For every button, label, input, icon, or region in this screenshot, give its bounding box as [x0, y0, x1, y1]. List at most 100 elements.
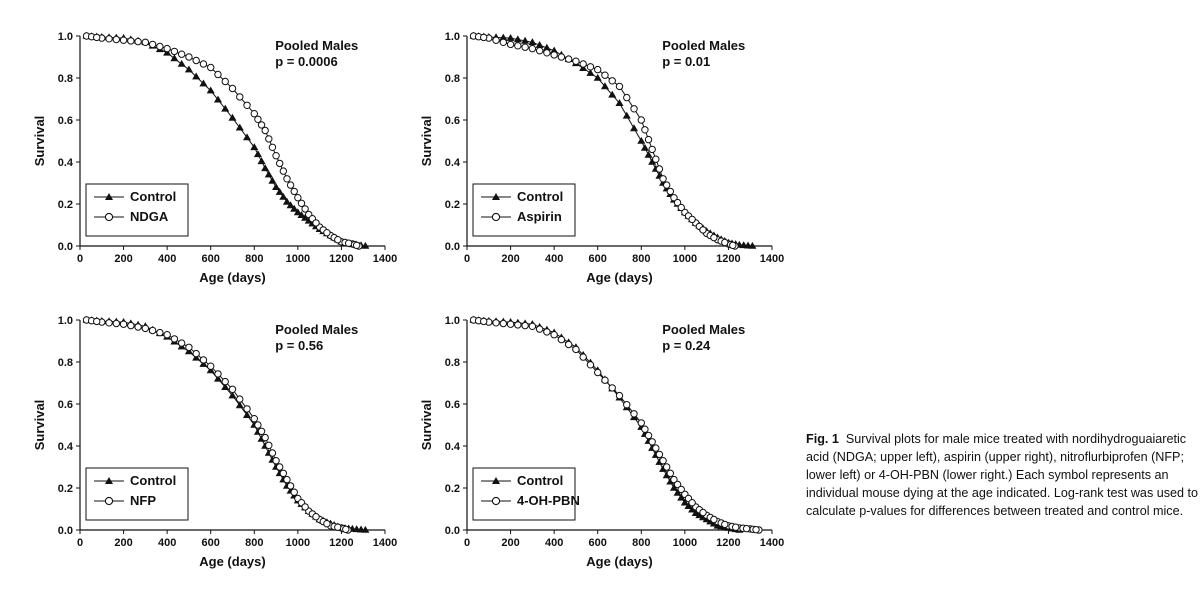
data-point-circle	[648, 145, 656, 154]
data-point-triangle	[206, 86, 215, 94]
data-point-triangle	[199, 79, 208, 87]
series-ndga	[82, 32, 363, 250]
y-tick-label: 0.4	[445, 441, 461, 453]
data-point-circle	[641, 126, 649, 134]
annotation-title: Pooled Males	[275, 38, 358, 53]
y-tick-label: 1.0	[58, 315, 73, 327]
data-point-circle	[586, 63, 595, 71]
data-point-triangle	[637, 136, 646, 144]
data-point-circle	[221, 377, 229, 386]
x-tick-label: 1200	[716, 537, 740, 549]
y-tick-label: 0.4	[58, 441, 74, 453]
data-point-circle	[663, 463, 671, 471]
y-tick-label: 0.2	[58, 199, 73, 211]
y-axis-label: Survival	[419, 116, 434, 167]
data-point-triangle	[513, 35, 522, 43]
data-point-triangle	[261, 164, 270, 172]
data-point-triangle	[615, 99, 624, 106]
series-4-oh-pbn	[469, 316, 763, 534]
data-point-circle	[243, 405, 251, 413]
data-point-circle	[550, 51, 558, 59]
data-point-circle	[670, 194, 678, 202]
x-tick-label: 600	[589, 537, 607, 549]
chart-svg: 0 200 400 600 800 1000 1200 1400 0.0 0.2 0.4 0.6 0.8…	[419, 315, 784, 569]
data-point-circle	[276, 463, 284, 471]
y-tick-label: 1.0	[445, 315, 460, 327]
data-point-circle	[134, 323, 142, 331]
data-point-circle	[112, 319, 121, 328]
figure-caption: Fig. 1 Survival plots for male mice trea…	[806, 430, 1200, 520]
data-point-triangle	[221, 383, 230, 390]
x-axis-label: Age (days)	[586, 270, 652, 285]
data-point-circle	[199, 60, 208, 68]
legend-marker-circle	[491, 496, 501, 506]
data-point-circle	[185, 343, 193, 351]
data-point-circle	[688, 499, 696, 507]
data-point-circle	[294, 194, 302, 202]
annotation-title: Pooled Males	[662, 38, 745, 53]
x-tick-label: 1200	[329, 253, 353, 265]
x-axis-label: Age (days)	[586, 554, 652, 569]
data-point-circle	[480, 33, 488, 42]
annotation-p-value: p = 0.0006	[275, 54, 338, 69]
data-point-triangle	[622, 111, 631, 119]
x-tick-label: 200	[501, 537, 519, 549]
data-point-circle	[163, 44, 171, 53]
data-point-circle	[261, 433, 269, 442]
y-tick-label: 0.6	[445, 399, 460, 411]
data-point-circle	[272, 457, 280, 465]
data-point-circle	[752, 525, 760, 534]
data-point-circle	[572, 345, 580, 354]
data-point-circle	[550, 331, 558, 339]
data-point-triangle	[528, 38, 537, 46]
data-point-circle	[630, 105, 638, 113]
legend-box	[472, 467, 576, 521]
x-axis-label: Age (days)	[199, 554, 265, 569]
legend: Control NFP	[85, 467, 189, 521]
data-point-circle	[699, 508, 707, 517]
data-point-circle	[342, 525, 350, 534]
data-point-circle	[283, 475, 291, 484]
data-point-circle	[506, 320, 515, 328]
x-tick-label: 0	[464, 537, 470, 549]
data-point-circle	[177, 50, 186, 58]
data-point-circle	[276, 159, 284, 168]
data-point-circle	[673, 480, 682, 489]
data-point-circle	[112, 35, 121, 44]
data-point-triangle	[268, 176, 277, 184]
data-point-circle	[283, 175, 291, 183]
x-tick-label: 400	[545, 253, 563, 265]
data-point-circle	[290, 488, 298, 496]
data-point-circle	[637, 116, 645, 124]
data-point-triangle	[264, 170, 273, 178]
data-point-circle	[543, 49, 551, 57]
data-point-triangle	[644, 150, 653, 158]
y-tick-label: 0.8	[445, 357, 460, 369]
data-point-circle	[105, 319, 113, 327]
data-point-circle	[666, 469, 675, 478]
data-point-circle	[528, 44, 537, 53]
data-point-triangle	[290, 204, 299, 212]
x-tick-label: 1000	[286, 253, 310, 265]
data-point-circle	[290, 187, 298, 196]
annotation-title: Pooled Males	[662, 322, 745, 337]
legend-marker-circle	[491, 212, 501, 222]
data-point-circle	[207, 362, 215, 370]
data-point-triangle	[235, 401, 244, 409]
data-point-triangle	[235, 123, 244, 131]
annotation-p-value: p = 0.56	[275, 338, 323, 353]
data-point-circle	[492, 319, 500, 327]
data-point-triangle	[275, 188, 284, 195]
data-point-triangle	[680, 498, 689, 506]
legend-marker-circle	[104, 212, 114, 222]
x-tick-label: 800	[632, 253, 650, 265]
data-point-circle	[594, 65, 602, 74]
x-tick-label: 200	[501, 253, 519, 265]
legend-label: Control	[517, 473, 563, 488]
data-point-triangle	[293, 208, 302, 216]
y-tick-label: 0.0	[58, 241, 73, 253]
data-point-triangle	[640, 143, 649, 151]
data-point-circle	[514, 42, 522, 50]
data-point-triangle	[253, 150, 262, 158]
data-point-circle	[670, 475, 678, 484]
